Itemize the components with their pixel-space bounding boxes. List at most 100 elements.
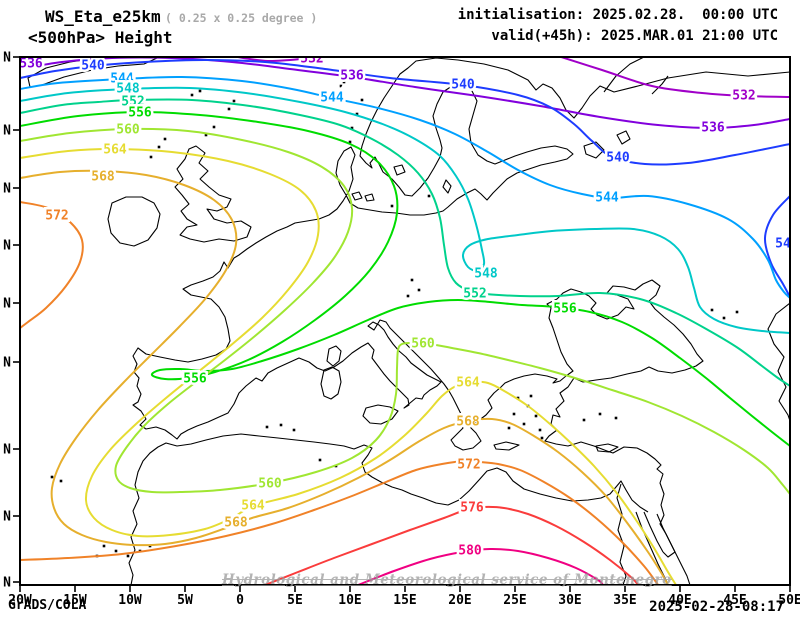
island-speck <box>410 278 414 282</box>
contour-532 <box>557 57 790 98</box>
lon-tick-label: 25E <box>503 593 526 608</box>
island-coastline <box>616 130 631 145</box>
island-speck <box>417 288 421 292</box>
lat-tick-label: N <box>3 182 11 197</box>
island-speck <box>227 107 231 111</box>
contour-572 <box>20 459 659 585</box>
island-speck <box>522 422 526 426</box>
contour-label-540: 540 <box>606 151 630 166</box>
contour-548 <box>20 86 790 334</box>
contour-label-532: 532 <box>300 52 323 67</box>
model-resolution: ( 0.25 x 0.25 degree ) <box>165 11 318 25</box>
lon-tick-label: 5W <box>177 593 193 608</box>
contour-label-544: 544 <box>110 72 134 87</box>
lon-tick-label: 50E <box>778 593 800 608</box>
contour-568 <box>20 169 669 585</box>
initialisation-time: initialisation: 2025.02.28. 00:00 UTC <box>457 7 778 23</box>
island-speck <box>507 426 511 430</box>
contour-label-560: 560 <box>258 477 282 492</box>
island-speck <box>204 133 208 137</box>
contour-label-572: 572 <box>45 209 68 224</box>
island-coastline <box>107 196 161 247</box>
contour-label-540: 540 <box>81 59 105 74</box>
lon-tick-label: 20E <box>448 593 471 608</box>
coastline <box>656 513 676 553</box>
contour-label-580: 580 <box>458 544 482 559</box>
island-coastline <box>174 145 252 243</box>
contour-label-560: 560 <box>116 123 140 138</box>
contour-label-568: 568 <box>456 415 480 430</box>
field-title: <500hPa> Height <box>28 28 173 47</box>
island-speck <box>598 412 602 416</box>
island-speck <box>582 418 586 422</box>
lon-tick-label: 0 <box>236 593 244 608</box>
island-speck <box>232 99 236 103</box>
island-speck <box>198 89 202 93</box>
lon-tick-label: 45E <box>723 593 746 608</box>
contour-label-552: 552 <box>463 287 486 302</box>
lon-tick-label: 30E <box>558 593 581 608</box>
contour-560 <box>20 127 790 495</box>
contour-576 <box>264 505 639 585</box>
island-speck <box>529 394 533 398</box>
island-coastline <box>442 179 452 194</box>
island-coastline <box>351 191 363 201</box>
lat-tick-label: N <box>3 239 11 254</box>
coastline <box>767 302 790 422</box>
contour-label-568: 568 <box>91 170 115 185</box>
coastline <box>643 511 664 553</box>
island-coastline <box>320 366 342 400</box>
model-title: WS_Eta_e25km <box>45 7 161 26</box>
lat-tick-label: N <box>3 124 11 139</box>
contour-564 <box>20 147 677 585</box>
island-speck <box>102 544 106 548</box>
island-speck <box>735 310 739 314</box>
island-speck <box>342 80 346 84</box>
island-speck <box>710 308 714 312</box>
island-speck <box>390 204 394 208</box>
island-coastline <box>326 345 342 367</box>
contour-label-536: 536 <box>19 57 43 72</box>
contour-572 <box>20 201 84 329</box>
contour-label-568: 568 <box>224 516 248 531</box>
island-coastline <box>393 164 406 176</box>
contour-label-540: 54 <box>775 237 791 252</box>
lon-tick-label: 5E <box>287 593 303 608</box>
contour-532 <box>231 57 455 63</box>
island-speck <box>149 155 153 159</box>
contour-label-548: 548 <box>474 267 498 282</box>
lat-tick-label: N <box>3 51 11 66</box>
lon-tick-label: 10E <box>338 593 361 608</box>
lon-tick-label: 20W <box>8 593 32 608</box>
coastline <box>651 75 669 95</box>
contour-label-556: 556 <box>553 302 577 317</box>
contour-label-544: 544 <box>595 191 619 206</box>
island-speck <box>212 125 216 129</box>
coastline <box>603 57 646 93</box>
map-layer: 5325325365365365405405405454454454454854… <box>19 52 791 585</box>
contour-label-536: 536 <box>701 121 725 136</box>
contour-label-556: 556 <box>128 106 152 121</box>
lon-tick-label: 15E <box>393 593 416 608</box>
lat-tick-label: N <box>3 510 11 525</box>
island-speck <box>348 140 352 144</box>
island-speck <box>614 416 618 420</box>
contour-540 <box>20 58 790 166</box>
contour-label-548: 548 <box>116 82 140 97</box>
island-speck <box>350 126 354 130</box>
contour-label-540: 540 <box>451 78 475 93</box>
island-coastline <box>595 443 619 453</box>
coastline <box>616 483 627 585</box>
grads-credit: GrADS/COLA <box>8 598 87 613</box>
valid-time: valid(+45h): 2025.MAR.01 21:00 UTC <box>491 28 778 44</box>
island-speck <box>516 396 520 400</box>
contour-label-560: 560 <box>411 337 435 352</box>
contour-label-564: 564 <box>456 376 480 391</box>
island-speck <box>538 428 542 432</box>
lat-tick-label: N <box>3 576 11 591</box>
island-speck <box>427 194 431 198</box>
lat-tick-label: N <box>3 356 11 371</box>
island-speck <box>114 549 118 553</box>
island-speck <box>339 84 343 88</box>
